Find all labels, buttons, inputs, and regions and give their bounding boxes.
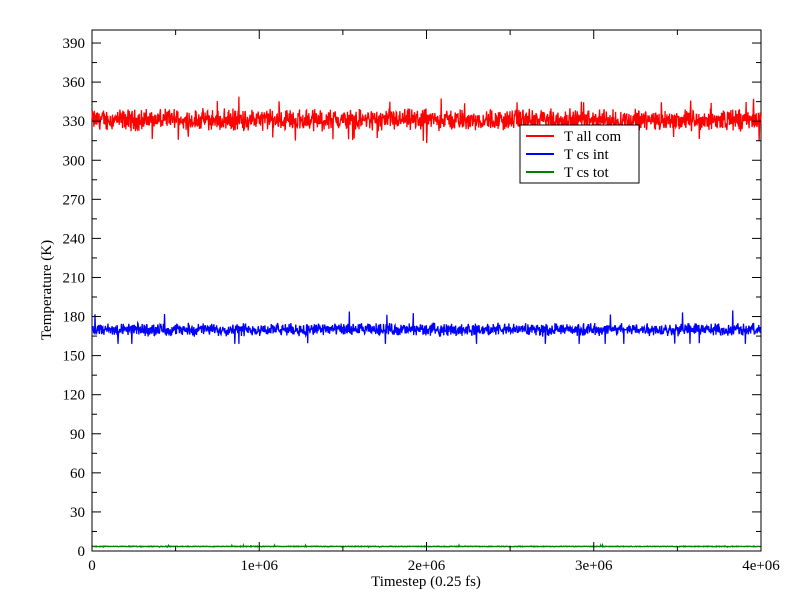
y-tick-label: 270 [63,192,86,208]
y-tick-label: 120 [63,388,86,404]
y-tick-label: 210 [63,270,86,286]
x-axis-label: Timestep (0.25 fs) [371,574,481,590]
legend-label-t-all-com: T all com [564,129,622,145]
y-tick-label: 90 [70,427,85,443]
series-layer [91,96,762,549]
legend-label-t-cs-int: T cs int [564,147,610,163]
x-tick-label: 1e+06 [240,558,278,574]
ticks-layer: 0 1e+06 2e+06 3e+06 4e+06 0 30 60 90 120 150 180 210… [63,30,780,574]
x-tick-label: 3e+06 [575,558,613,574]
y-tick-label: 150 [63,349,86,365]
x-tick-label: 2e+06 [408,558,446,574]
legend: T all com T cs int T cs tot [519,124,640,184]
y-tick-label: 330 [63,114,86,130]
x-tick-label: 4e+06 [742,558,780,574]
y-tick-label: 30 [70,505,85,521]
series-line-t-cs-int [91,310,762,344]
y-tick-label: 180 [63,310,86,326]
legend-label-t-cs-tot: T cs tot [564,165,610,181]
y-tick-label: 360 [63,75,86,91]
x-tick-label: 0 [88,558,96,574]
y-tick-label: 0 [78,544,86,560]
y-tick-label: 300 [63,153,86,169]
series-line-t-all-com [91,96,762,144]
y-tick-label: 390 [63,36,86,52]
y-axis-label: Temperature (K) [39,240,55,340]
y-tick-label: 60 [70,466,85,482]
y-tick-label: 240 [63,231,86,247]
